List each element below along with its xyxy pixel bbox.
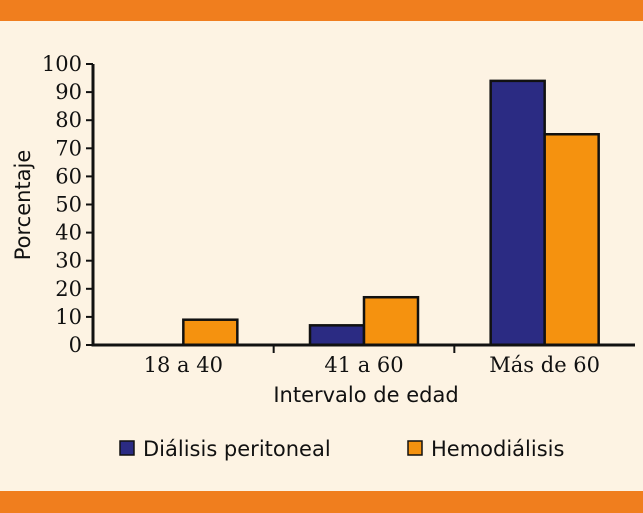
bar-dialisis-peritoneal-2 xyxy=(489,79,546,347)
bar-dialisis-peritoneal-1 xyxy=(308,324,366,347)
bar-hemodialisis-2 xyxy=(543,133,600,347)
bottom-border-band xyxy=(0,491,643,513)
y-tick-label: 70 xyxy=(55,136,82,160)
y-axis-ticks: 0 10 20 30 40 50 60 70 80 90 100 xyxy=(42,52,93,357)
bars-group xyxy=(182,79,600,347)
legend-label: Hemodiálisis xyxy=(431,437,564,461)
y-tick-label: 0 xyxy=(69,333,82,357)
y-tick-label: 20 xyxy=(55,277,82,301)
x-tick-label: 18 a 40 xyxy=(144,353,223,377)
x-tick-label: 41 a 60 xyxy=(324,353,403,377)
y-tick-label: 40 xyxy=(55,221,82,245)
x-axis-ticks: 18 a 40 41 a 60 Más de 60 xyxy=(144,345,600,377)
y-tick-label: 90 xyxy=(55,80,82,104)
y-tick-label: 80 xyxy=(55,108,82,132)
bar-hemodialisis-1 xyxy=(362,295,420,347)
y-tick-label: 60 xyxy=(55,164,82,188)
legend-swatch xyxy=(407,440,423,456)
y-tick-label: 50 xyxy=(55,193,82,217)
legend-label: Diálisis peritoneal xyxy=(143,437,331,461)
y-tick-label: 100 xyxy=(42,52,82,76)
x-tick-label: Más de 60 xyxy=(489,353,600,377)
legend-swatch xyxy=(119,440,135,456)
y-axis-title: Porcentaje xyxy=(11,150,35,261)
y-tick-label: 30 xyxy=(55,249,82,273)
bar-hemodialisis-0 xyxy=(182,318,239,347)
legend: Diálisis peritoneal Hemodiálisis xyxy=(119,437,564,461)
y-tick-label: 10 xyxy=(55,305,82,329)
top-border-band xyxy=(0,0,643,21)
x-axis-title: Intervalo de edad xyxy=(273,383,458,407)
